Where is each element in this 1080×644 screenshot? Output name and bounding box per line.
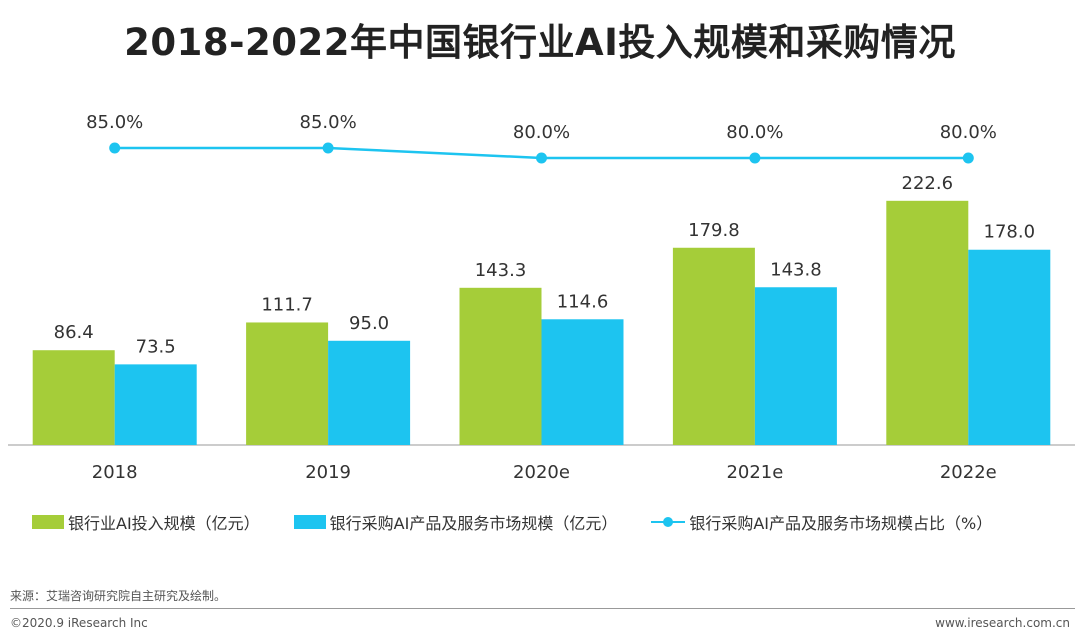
legend-item-procurement: 银行采购AI产品及服务市场规模（亿元） — [293, 510, 618, 534]
bar-investment-2018 — [32, 350, 115, 445]
website-url: www.iresearch.com.cn — [935, 616, 1070, 630]
source-note: 来源：艾瑞咨询研究院自主研究及绘制。 — [10, 589, 227, 603]
label-investment-2022e: 222.6 — [902, 173, 954, 194]
x-tick-2019: 2019 — [305, 462, 351, 483]
bar-procurement-2018 — [114, 364, 197, 445]
x-tick-2020e: 2020e — [513, 462, 570, 483]
legend-swatch-blue — [293, 515, 326, 529]
ratio-label-2019: 85.0% — [300, 112, 357, 133]
footer-divider — [10, 608, 1075, 609]
bar-procurement-2022e — [968, 249, 1051, 445]
label-procurement-2022e: 178.0 — [984, 222, 1036, 243]
bar-procurement-2021e — [754, 287, 837, 445]
bar-investment-2021e — [672, 247, 755, 445]
label-investment-2021e: 179.8 — [688, 220, 740, 241]
ratio-label-2021e: 80.0% — [726, 122, 783, 143]
ratio-label-2022e: 80.0% — [940, 122, 997, 143]
x-tick-2018: 2018 — [92, 462, 138, 483]
bar-procurement-2020e — [541, 319, 624, 445]
label-investment-2020e: 143.3 — [475, 260, 527, 281]
bar-investment-2019 — [246, 322, 329, 445]
bar-procurement-2019 — [328, 340, 411, 445]
legend: 银行业AI投入规模（亿元） 银行采购AI产品及服务市场规模（亿元） 银行采购AI… — [32, 510, 1072, 534]
x-tick-2021e: 2021e — [726, 462, 783, 483]
legend-item-investment: 银行业AI投入规模（亿元） — [32, 510, 260, 534]
label-procurement-2018: 73.5 — [136, 336, 176, 357]
copyright: ©2020.9 iResearch Inc — [10, 616, 148, 630]
label-procurement-2019: 95.0 — [349, 313, 389, 334]
label-investment-2019: 111.7 — [261, 294, 313, 315]
ratio-point-2019 — [322, 142, 334, 154]
ratio-point-2022e — [962, 152, 974, 164]
legend-item-ratio: 银行采购AI产品及服务市场规模占比（%） — [651, 510, 992, 534]
legend-label-procurement: 银行采购AI产品及服务市场规模（亿元） — [329, 514, 618, 533]
bar-investment-2022e — [886, 200, 969, 445]
ratio-label-2018: 85.0% — [86, 112, 143, 133]
legend-label-ratio: 银行采购AI产品及服务市场规模占比（%） — [689, 514, 993, 533]
chart-title: 2018-2022年中国银行业AI投入规模和采购情况 — [124, 21, 956, 64]
legend-line-marker — [651, 515, 686, 529]
label-procurement-2021e: 143.8 — [770, 259, 822, 280]
x-tick-2022e: 2022e — [940, 462, 997, 483]
ratio-point-2020e — [536, 152, 547, 164]
label-investment-2018: 86.4 — [54, 322, 94, 343]
label-procurement-2020e: 114.6 — [557, 291, 609, 312]
ratio-point-2018 — [109, 142, 121, 154]
legend-label-investment: 银行业AI投入规模（亿元） — [68, 514, 260, 533]
ratio-point-2021e — [749, 152, 761, 164]
chart: 86.4 73.5 2018 111.7 95.0 2019 143.3 114.6 2020e… — [8, 112, 1075, 483]
legend-swatch-green — [32, 515, 64, 529]
ratio-label-2020e: 80.0% — [513, 122, 570, 143]
bar-investment-2020e — [459, 287, 542, 445]
